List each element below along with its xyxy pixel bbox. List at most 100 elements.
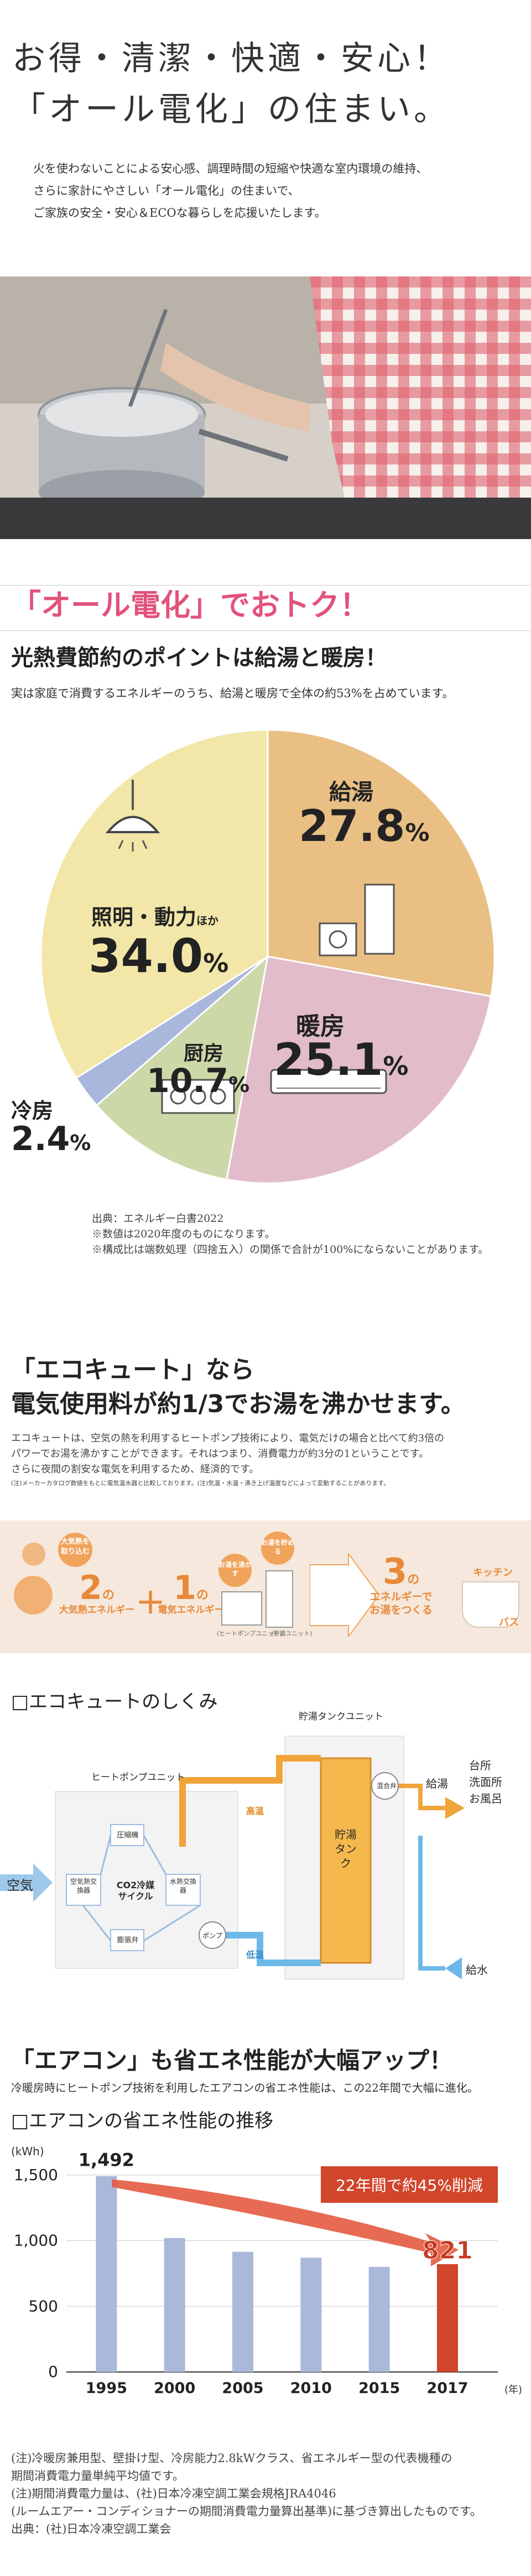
ecocute-body: エコキュートは、空気の熱を利用するヒートポンプ技術により、電気だけの場合と比べて… xyxy=(11,1431,520,1490)
savings-subheading: 光熱費節約のポイントは給湯と暖房！ xyxy=(11,645,387,671)
aircon-note-5: 出典：(社)日本冷凍空調工業会 xyxy=(11,2522,171,2536)
low-temp-label: 低温 xyxy=(246,1950,264,1960)
hero-title-line2: 「オール電化」の住まい。 xyxy=(12,90,450,129)
hero-cooking-photo xyxy=(0,276,531,539)
source-line-1: 出典：エネルギー白書2022 xyxy=(92,1213,224,1225)
tank-tag: (貯湯ユニット) xyxy=(271,1630,313,1637)
section-divider-bottom xyxy=(0,630,531,631)
cooking-scene-illustration xyxy=(0,276,531,539)
electric-num: 1 xyxy=(173,1569,196,1607)
aircon-chart-title: □エアコンの省エネ性能の推移 xyxy=(11,2110,274,2132)
expansion-valve-label: 膨張弁 xyxy=(117,1936,139,1945)
electric-text: 電気エネルギー xyxy=(158,1605,224,1616)
ecocute-heading-2: 電気使用料が約1/3でお湯を沸かせます。 xyxy=(11,1390,465,1418)
plus-sign: ＋ xyxy=(136,1586,165,1621)
pie-value-danbo: 25.1% xyxy=(274,1034,408,1085)
heatpump-tag: (ヒートポンプユニット) xyxy=(217,1630,283,1637)
reduction-arrow xyxy=(112,2179,459,2267)
bar-2000 xyxy=(164,2238,185,2372)
pie-label-shomei-main: 照明・動力 xyxy=(91,905,197,929)
hero-intro: 火を使わないことによる安心感、調理時間の短縮や快適な室内環境の維持、 さらに家計… xyxy=(33,158,509,224)
pie-value-chubo-unit: % xyxy=(228,1073,250,1097)
pie-label-chubo: 厨房 xyxy=(184,1042,224,1065)
air-label: 空気 xyxy=(7,1878,33,1893)
last-value-label: 821 xyxy=(422,2237,473,2265)
x-tick-label: 2005 xyxy=(222,2380,263,2397)
pie-slice-2 xyxy=(95,954,269,1180)
bar-1995 xyxy=(96,2176,117,2372)
compressor-label: 圧縮機 xyxy=(117,1831,139,1840)
y-tick-label: 1,500 xyxy=(14,2166,58,2184)
kitchen-label: キッチン xyxy=(473,1567,513,1579)
water-hx-label: 水熱交換器 xyxy=(169,1878,196,1894)
aircon-heading: 「エアコン」も省エネ性能が大幅アップ！ xyxy=(11,2047,453,2074)
pie-value-shomei-unit: % xyxy=(203,948,229,978)
heatpump-unit-illustration xyxy=(221,1591,262,1626)
y-unit-label: (kWh) xyxy=(11,2145,44,2158)
result-num: 3 xyxy=(382,1551,408,1592)
water-heater-icon xyxy=(319,884,395,957)
destination-kitchen: 台所 xyxy=(469,1759,491,1772)
result-text-1: エネルギーで xyxy=(369,1591,433,1603)
source-line-2: ※数値は2020年度のものになります。 xyxy=(92,1228,275,1240)
result-no: の xyxy=(407,1573,420,1587)
high-temp-label: 高温 xyxy=(246,1806,264,1816)
air-heat-energy: 2の 大気熱エネルギー xyxy=(55,1571,138,1616)
ecocute-body-3: さらに夜間の割安な電気を利用するため、経済的です。 xyxy=(11,1464,259,1475)
hero-title-line1: お得・清潔・快適・安心！ xyxy=(12,39,450,78)
pie-value-reibo: 2.4% xyxy=(11,1120,91,1158)
savings-heading: 「オール電化」でおトク！ xyxy=(11,588,369,623)
x-tick-label: 2017 xyxy=(426,2380,468,2397)
section-divider-top xyxy=(0,585,531,586)
pie-value-danbo-number: 25.1 xyxy=(274,1034,383,1085)
bathtub-illustration xyxy=(462,1581,519,1628)
badge-air-heat: 大気熱を取り込む xyxy=(58,1533,92,1567)
x-tick-label: 1995 xyxy=(86,2380,127,2397)
bar-2017 xyxy=(437,2264,458,2372)
result-text-2: お湯をつくる xyxy=(369,1604,433,1616)
pie-value-reibo-number: 2.4 xyxy=(11,1120,70,1158)
reduction-callout-box xyxy=(321,2166,498,2203)
pie-label-danbo: 暖房 xyxy=(296,1012,345,1041)
pie-value-chubo-number: 10.7 xyxy=(147,1062,229,1100)
tank-unit-label: 貯湯タンクユニット xyxy=(299,1711,383,1722)
water-in-label: 給水 xyxy=(466,1963,488,1977)
pie-value-shomei: 34.0% xyxy=(88,929,228,983)
pie-label-shomei-small: ほか xyxy=(196,914,219,927)
electric-energy: 1の 電気エネルギー xyxy=(158,1571,224,1616)
tank-label: 貯湯タンク xyxy=(335,1828,357,1870)
destination-list: 台所 洗面所 お風呂 xyxy=(469,1757,502,1807)
aircon-note-3: (注)期間消費電力量は、(社)日本冷凍空調工業会規格JRA4046 xyxy=(11,2487,336,2500)
arrow-icon xyxy=(310,1554,380,1637)
pie-label-shomei: 照明・動力ほか xyxy=(91,900,218,931)
stove-icon xyxy=(161,1079,235,1114)
source-line-3: ※構成比は端数処理（四捨五入）の関係で合計が100%にならないことがあります。 xyxy=(92,1243,489,1256)
x-tick-label: 2000 xyxy=(154,2380,195,2397)
aircon-lead: 冷暖房時にヒートポンプ技術を利用したエアコンの省エネ性能は、この22年間で大幅に… xyxy=(11,2081,478,2094)
co2-cycle-label: CO2冷媒サイクル xyxy=(116,1880,155,1901)
x-tick-label: 2010 xyxy=(290,2380,332,2397)
destination-bath: お風呂 xyxy=(469,1792,502,1805)
badge-store: お湯を貯める xyxy=(261,1532,294,1565)
decor-dot-2 xyxy=(14,1576,53,1614)
hero-intro-line1: 火を使わないことによる安心感、調理時間の短縮や快適な室内環境の維持、 xyxy=(33,162,428,175)
pie-value-reibo-unit: % xyxy=(70,1131,91,1155)
pie-label-reibo: 冷房 xyxy=(11,1099,54,1123)
x-unit-label: (年) xyxy=(504,2384,522,2396)
electric-no: の xyxy=(196,1589,209,1602)
ecocute-body-2: パワーでお湯を沸かすことができます。それはつまり、消費電力が約3分の1ということ… xyxy=(11,1448,429,1460)
lamp-icon xyxy=(105,780,160,851)
ecocute-energy-banner: 大気熱を取り込む 2の 大気熱エネルギー ＋ 1の 電気エネルギー お湯を沸かす… xyxy=(0,1520,531,1653)
air-hx-label: 空気熱交換器 xyxy=(70,1878,97,1894)
pie-slice-4 xyxy=(40,729,269,1079)
energy-pie-chart xyxy=(40,729,496,1184)
y-tick-label: 1,000 xyxy=(14,2232,58,2250)
air-heat-text: 大気熱エネルギー xyxy=(59,1605,134,1616)
air-heat-num: 2 xyxy=(79,1569,102,1607)
pie-value-kyuto-number: 27.8 xyxy=(299,802,405,851)
ecocute-note: (注)メーカーカタログ数値をもとに電気温水器と比較しております。(注)気温・水温… xyxy=(11,1480,390,1487)
badge-boil: お湯を沸かす xyxy=(218,1554,252,1587)
decor-dot-1 xyxy=(22,1543,45,1566)
bar-2005 xyxy=(232,2251,253,2372)
x-tick-label: 2015 xyxy=(358,2380,400,2397)
